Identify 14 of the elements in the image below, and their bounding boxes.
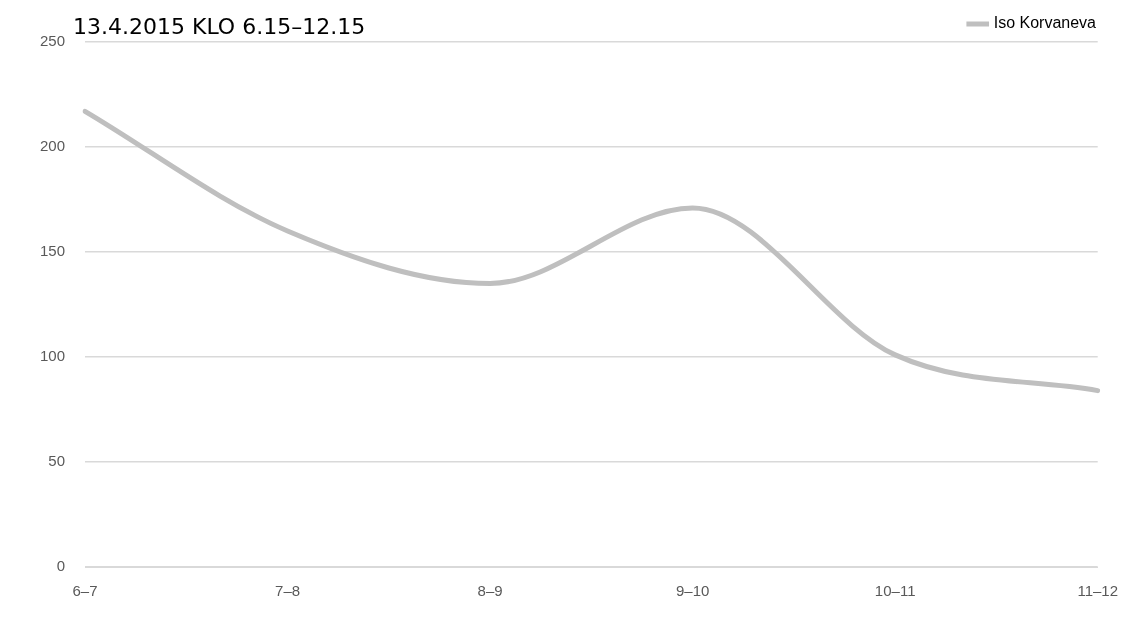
chart-title: 13.4.2015 KLO 6.15–12.15: [73, 14, 366, 39]
y-tick-label: 200: [40, 137, 66, 155]
x-tick-label: 6–7: [72, 582, 98, 600]
y-tick-label: 50: [48, 452, 66, 470]
legend-label: Iso Korvaneva: [993, 14, 1097, 32]
x-tick-label: 11–12: [1077, 582, 1119, 600]
x-tick-label: 8–9: [477, 582, 503, 600]
y-tick-label: 0: [56, 557, 66, 575]
x-tick-label: 9–10: [675, 582, 710, 600]
y-tick-label: 100: [40, 347, 66, 365]
x-tick-label: 10–11: [874, 582, 916, 600]
x-tick-label: 7–8: [275, 582, 301, 600]
y-tick-label: 250: [40, 32, 66, 50]
y-tick-label: 150: [40, 242, 66, 260]
